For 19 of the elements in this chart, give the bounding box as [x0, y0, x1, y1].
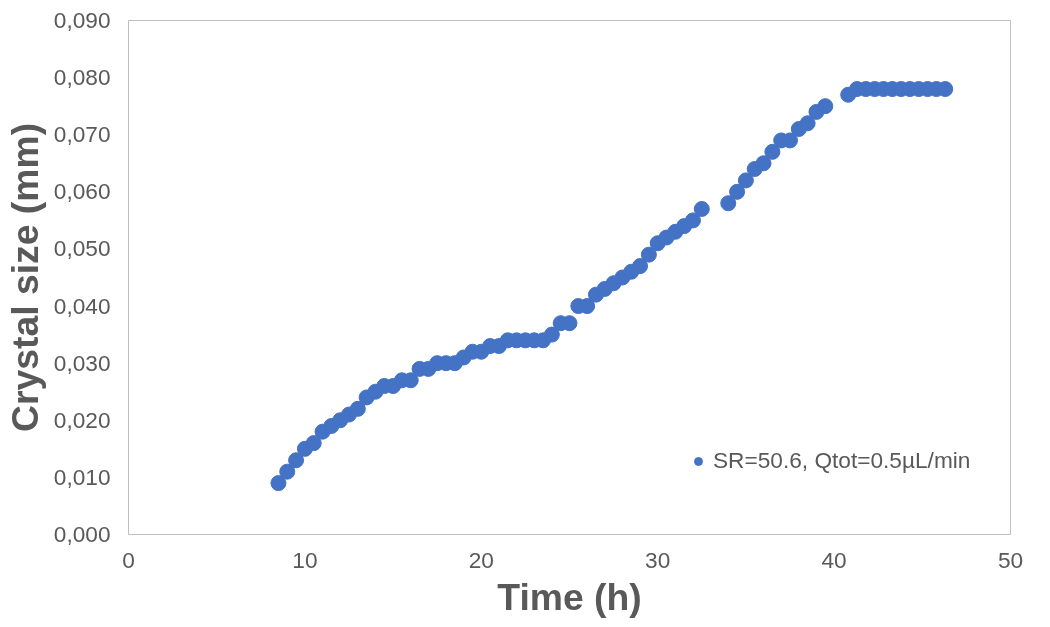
x-tick-label: 50: [997, 546, 1024, 573]
x-tick-label: 40: [821, 546, 847, 573]
x-axis-title: Time (h): [497, 575, 642, 618]
x-tick-label: 0: [122, 546, 135, 573]
y-axis-title: Crystal size (mm): [3, 122, 46, 433]
y-tick-label: 0,010: [53, 463, 111, 490]
y-tick-label: 0,020: [53, 406, 111, 433]
x-tick-label: 30: [645, 546, 671, 573]
legend-label: SR=50.6, Qtot=0.5µL/min: [713, 447, 971, 474]
y-tick-label: 0,050: [53, 235, 111, 262]
x-tick-label: 20: [468, 546, 494, 573]
y-tick-label: 0,070: [53, 121, 111, 148]
y-tick-label: 0,040: [53, 292, 111, 319]
y-tick-label: 0,080: [53, 64, 111, 91]
x-tick-label: 10: [292, 546, 318, 573]
y-tick-label: 0,000: [53, 521, 111, 547]
y-tick-label: 0,060: [53, 178, 111, 205]
y-tick-label: 0,030: [53, 349, 111, 376]
y-tick-label: 0,090: [53, 7, 111, 33]
